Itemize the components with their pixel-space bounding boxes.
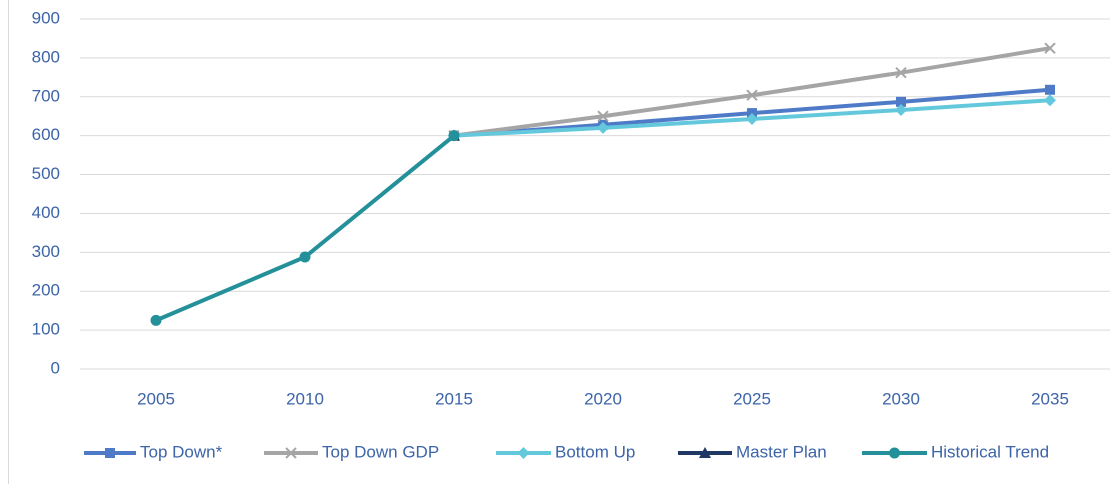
x-tick-label: 2030 — [882, 389, 920, 408]
legend-label: Bottom Up — [555, 442, 635, 461]
legend-marker — [889, 447, 900, 459]
x-tick-label: 2015 — [435, 389, 473, 408]
point — [895, 66, 907, 79]
legend-label: Historical Trend — [931, 442, 1049, 461]
point — [597, 121, 609, 134]
x-tick-label: 2025 — [733, 389, 771, 408]
legend-marker — [285, 447, 297, 459]
legend-label: Master Plan — [736, 442, 827, 461]
y-tick-label: 100 — [32, 320, 60, 339]
point — [1044, 42, 1056, 54]
point — [1045, 84, 1055, 95]
y-tick-label: 500 — [32, 164, 60, 183]
legend-label: Top Down* — [140, 442, 223, 461]
point — [150, 314, 162, 326]
point — [746, 112, 758, 125]
point — [895, 104, 907, 116]
legend-marker — [517, 447, 530, 459]
y-tick-label: 700 — [32, 86, 60, 105]
y-tick-label: 200 — [32, 281, 60, 300]
point — [299, 251, 311, 263]
y-tick-label: 400 — [32, 203, 60, 222]
y-tick-label: 600 — [32, 125, 60, 144]
series-line — [155, 134, 456, 323]
point — [746, 89, 758, 101]
legend-marker — [699, 447, 711, 458]
x-tick-label: 2035 — [1031, 389, 1069, 408]
point — [896, 96, 906, 107]
x-tick-label: 2010 — [286, 389, 324, 408]
y-tick-label: 0 — [51, 358, 60, 377]
point — [448, 130, 460, 142]
point — [597, 110, 609, 122]
legend-marker — [105, 448, 115, 458]
y-tick-label: 300 — [32, 242, 60, 261]
y-tick-label: 900 — [32, 8, 60, 27]
x-tick-label: 2005 — [137, 389, 175, 408]
legend-label: Top Down GDP — [322, 442, 439, 461]
point — [1044, 94, 1056, 107]
y-tick-label: 800 — [32, 47, 60, 66]
x-tick-label: 2020 — [584, 389, 622, 408]
